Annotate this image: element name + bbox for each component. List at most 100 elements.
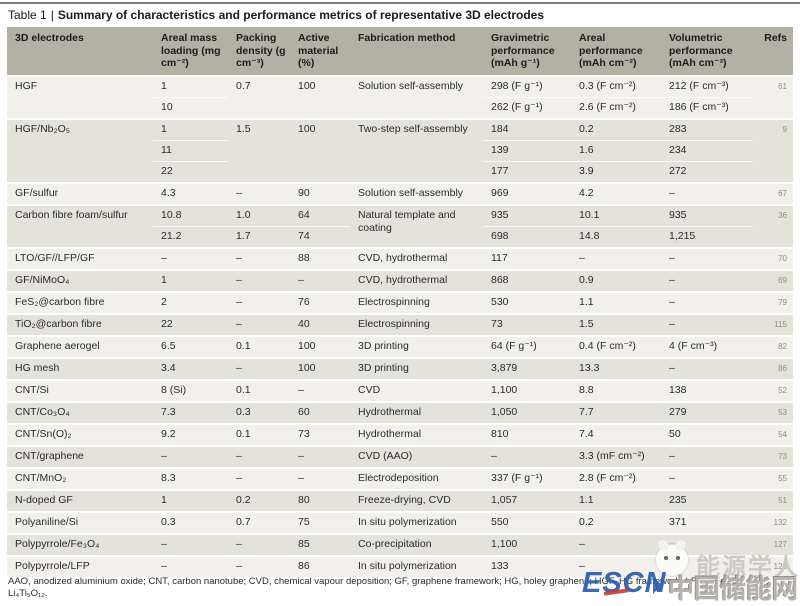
cell-packing: 0.1 <box>228 422 290 446</box>
cell-fabrication: CVD, hydrothermal <box>350 268 483 292</box>
cell-areal: 2.8 (F cm⁻²) <box>571 466 661 490</box>
cell-electrode: CNT/graphene <box>7 444 153 468</box>
cell-gravimetric: 1,100 <box>483 378 571 402</box>
column-header: Packing density (g cm⁻³) <box>228 27 290 76</box>
table-row: Carbon fibre foam/sulfur 10.8 1.0 64 Natural… <box>7 203 793 248</box>
cell-gravimetric: 550 <box>483 510 571 534</box>
cell-volumetric: – <box>661 246 753 270</box>
cell-electrode: GF/sulfur <box>7 181 153 205</box>
cell-volumetric: 4 (F cm⁻³) <box>661 334 753 358</box>
cell-ref: 69 <box>753 268 793 292</box>
cell-areal: 8.8 <box>571 378 661 402</box>
cell-ref: 55 <box>753 466 793 490</box>
cell-areal: 4.2 <box>571 181 661 205</box>
cell-gravimetric: 935 <box>483 203 571 226</box>
cell-electrode: CNT/Co₃O₄ <box>7 400 153 424</box>
cell-volumetric: 283 <box>661 117 753 140</box>
top-rule <box>0 2 800 4</box>
cell-volumetric: – <box>661 268 753 292</box>
cell-areal: 0.4 (F cm⁻²) <box>571 334 661 358</box>
cell-ref: 79 <box>753 290 793 314</box>
column-header: Refs <box>753 27 793 76</box>
cell-ref: 82 <box>753 334 793 358</box>
cell-volumetric: 279 <box>661 400 753 424</box>
cell-packing: – <box>228 356 290 380</box>
cell-active: – <box>290 268 350 292</box>
cell-mass: 11 <box>153 139 228 161</box>
cell-gravimetric: 73 <box>483 312 571 336</box>
cell-areal: 3.3 (mF cm⁻²) <box>571 444 661 468</box>
cell-ref: 36 <box>753 203 793 248</box>
cell-packing: 0.1 <box>228 378 290 402</box>
table-row: CNT/Sn(O)₂ 9.2 0.1 73 Hydrothermal 810 7.4 50 54 <box>7 422 793 446</box>
cell-areal: 14.8 <box>571 225 661 248</box>
cell-active: 75 <box>290 510 350 534</box>
cell-packing: – <box>228 466 290 490</box>
cell-fabrication: Hydrothermal <box>350 422 483 446</box>
table-body: HGF 1 0.7 100 Solution self-assembly 298 (F g… <box>7 74 793 577</box>
cell-fabrication: Two-step self-assembly <box>350 117 483 183</box>
cell-electrode: Polypyrrole/LFP <box>7 554 153 577</box>
column-header: Areal performance (mAh cm⁻²) <box>571 27 661 76</box>
table-title: Table 1 | Summary of characteristics and p… <box>8 8 544 22</box>
column-header: Areal mass loading (mg cm⁻²) <box>153 27 228 76</box>
cell-volumetric: 186 (F cm⁻³) <box>661 96 753 119</box>
table-row: 22 177 3.9 272 <box>7 160 793 183</box>
cell-areal: 1.1 <box>571 290 661 314</box>
cell-packing: – <box>228 290 290 314</box>
cell-areal: – <box>571 246 661 270</box>
header-row: 3D electrodes Areal mass loading (mg cm⁻²… <box>7 27 793 76</box>
cell-mass: 7.3 <box>153 400 228 424</box>
cell-fabrication: Freeze-drying, CVD <box>350 488 483 512</box>
cell-volumetric: 138 <box>661 378 753 402</box>
cell-packing: – <box>228 554 290 577</box>
cell-fabrication: Electrospinning <box>350 290 483 314</box>
cell-volumetric: – <box>661 290 753 314</box>
cell-active: 76 <box>290 290 350 314</box>
cell-electrode: HGF <box>7 74 153 119</box>
table-row: CNT/Si 8 (Si) 0.1– CVD 1,100 8.8 138 52 <box>7 378 793 402</box>
table-title-separator: | <box>50 8 54 22</box>
cell-electrode: LTO/GF//LFP/GF <box>7 246 153 270</box>
cell-fabrication: CVD <box>350 378 483 402</box>
cell-packing: 0.7 <box>228 510 290 534</box>
cell-gravimetric: 64 (F g⁻¹) <box>483 334 571 358</box>
table-row: FeS₂@carbon fibre 2–76 Electrospinning 530 1… <box>7 290 793 314</box>
cell-areal: 10.1 <box>571 203 661 226</box>
cell-active <box>290 161 350 183</box>
cell-volumetric: 371 <box>661 510 753 534</box>
cell-packing <box>228 97 290 119</box>
cell-mass: 1 <box>153 117 228 140</box>
cell-active: 100 <box>290 117 350 140</box>
cell-fabrication: Solution self-assembly <box>350 181 483 205</box>
cell-gravimetric: 337 (F g⁻¹) <box>483 466 571 490</box>
cell-ref: 53 <box>753 400 793 424</box>
cell-areal: 1.5 <box>571 312 661 336</box>
cell-electrode: HGF/Nb₂O₅ <box>7 117 153 183</box>
cell-electrode: Polyaniline/Si <box>7 510 153 534</box>
column-header: 3D electrodes <box>7 27 153 76</box>
table-title-prefix: Table 1 <box>8 8 47 22</box>
table-footnote: AAO, anodized aluminium oxide; CNT, carb… <box>8 576 769 599</box>
cell-gravimetric: 3,879 <box>483 356 571 380</box>
cell-ref: 54 <box>753 422 793 446</box>
cell-gravimetric: 969 <box>483 181 571 205</box>
cell-fabrication: Natural template and coating <box>350 203 483 248</box>
cell-areal: – <box>571 532 661 556</box>
cell-packing: – <box>228 532 290 556</box>
cell-areal: 3.9 <box>571 160 661 183</box>
cell-volumetric: – <box>661 356 753 380</box>
cell-fabrication: CVD, hydrothermal <box>350 246 483 270</box>
table-row: 21.2 1.7 74 698 14.8 1,215 <box>7 225 793 248</box>
cell-ref: 9 <box>753 117 793 183</box>
cell-volumetric: – <box>661 312 753 336</box>
cell-packing: – <box>228 312 290 336</box>
cell-packing: 0.1 <box>228 334 290 358</box>
cell-mass: 1 <box>153 488 228 512</box>
cell-gravimetric: 698 <box>483 225 571 248</box>
cell-active <box>290 97 350 119</box>
cell-mass: 1 <box>153 74 228 97</box>
cell-areal: 0.3 (F cm⁻²) <box>571 74 661 97</box>
cell-active: – <box>290 444 350 468</box>
cell-gravimetric: 117 <box>483 246 571 270</box>
